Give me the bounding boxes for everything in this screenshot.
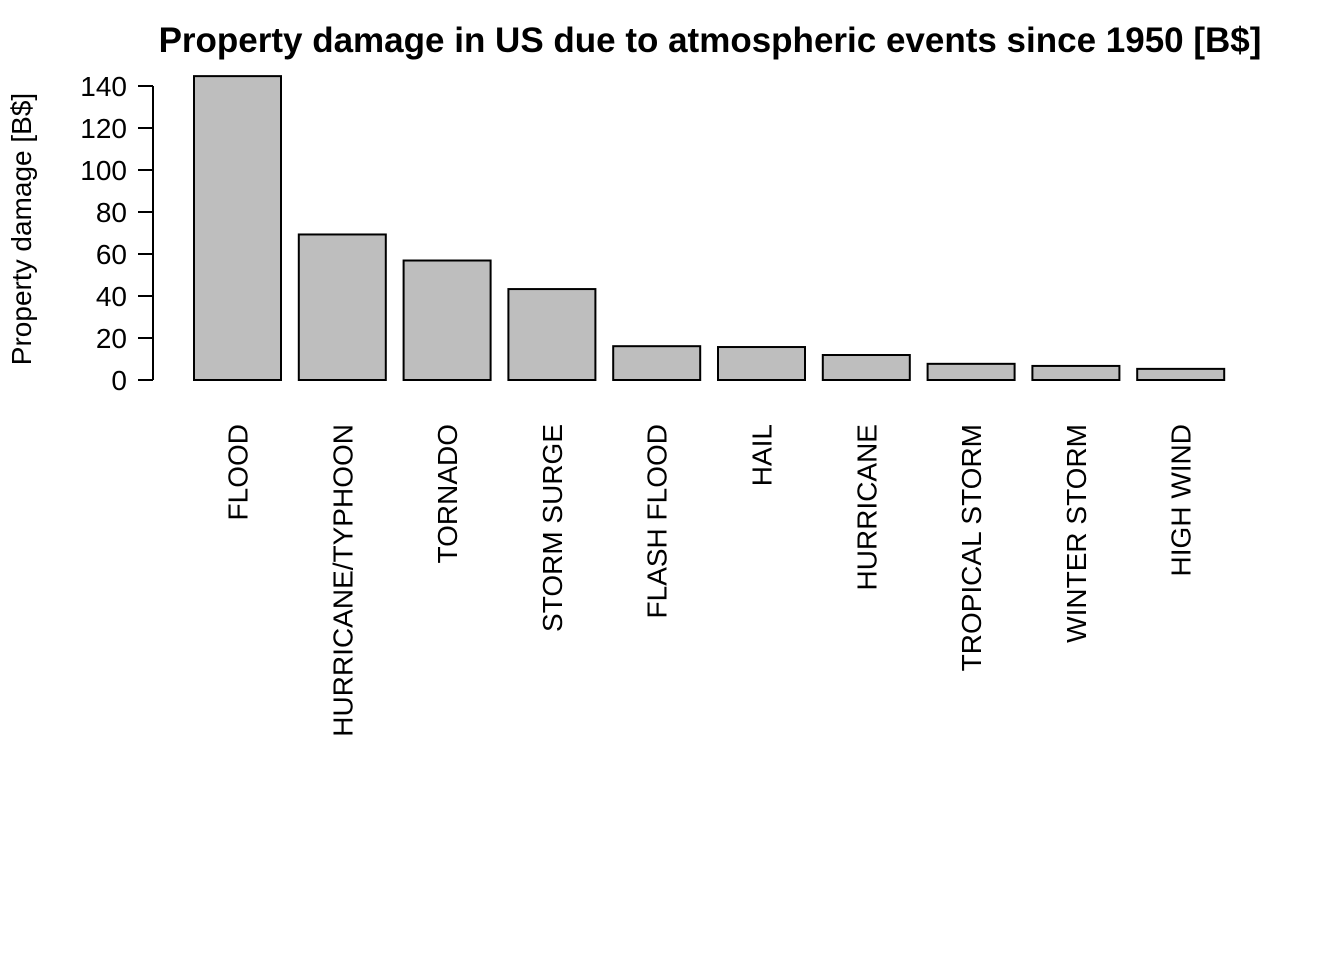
bar: [821, 354, 911, 382]
y-tick-label: 140: [80, 71, 127, 102]
x-tick-label: HIGH WIND: [1166, 424, 1197, 576]
y-tick-label: 60: [96, 239, 127, 270]
y-tick-label: 80: [96, 197, 127, 228]
y-tick-label: 0: [111, 365, 127, 396]
x-tick-label: FLOOD: [223, 424, 254, 520]
y-axis-label: Property damage [B$]: [6, 93, 37, 365]
bar: [612, 345, 702, 382]
y-tick-label: 20: [96, 323, 127, 354]
bar: [507, 288, 597, 382]
x-tick-label: TROPICAL STORM: [956, 424, 987, 671]
x-tick-label: HURRICANE: [851, 424, 882, 590]
y-tick-label: 40: [96, 281, 127, 312]
x-tick-label: FLASH FLOOD: [642, 424, 673, 618]
chart-title: Property damage in US due to atmospheric…: [159, 21, 1262, 60]
bar: [926, 362, 1016, 381]
bar: [717, 346, 806, 381]
bar: [193, 75, 282, 381]
x-tick-label: HAIL: [747, 424, 778, 486]
y-axis: 0 20 40 60 80 100 120 140: [80, 71, 154, 396]
y-tick-label: 120: [80, 113, 127, 144]
x-axis-labels: FLOOD HURRICANE/TYPHOON TORNADO STORM SURGE…: [223, 424, 1197, 737]
bar: [297, 233, 387, 381]
x-tick-label: HURRICANE/TYPHOON: [327, 424, 358, 737]
bar: [1136, 367, 1226, 381]
x-tick-label: TORNADO: [432, 424, 463, 564]
y-tick-label: 100: [80, 155, 127, 186]
x-tick-label: STORM SURGE: [537, 424, 568, 632]
x-tick-label: WINTER STORM: [1061, 424, 1092, 643]
bars-group: [193, 75, 1226, 382]
bar: [1031, 364, 1121, 381]
bar: [402, 259, 492, 382]
